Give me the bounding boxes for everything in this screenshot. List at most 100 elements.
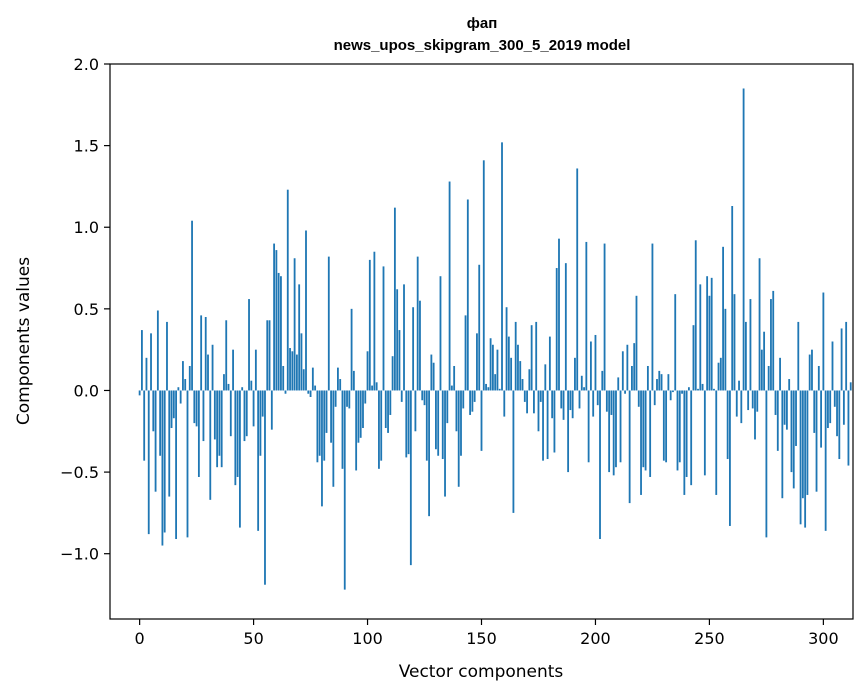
- bar-202: [599, 390, 601, 540]
- bar-17: [177, 387, 180, 391]
- bar-124: [421, 390, 424, 401]
- bar-53: [259, 390, 262, 456]
- bar-311: [847, 390, 850, 466]
- bar-179: [546, 390, 549, 460]
- bar-82: [325, 390, 328, 433]
- x-tick-label: 0: [135, 629, 145, 648]
- bar-203: [601, 370, 604, 391]
- bar-260: [731, 206, 734, 391]
- bar-171: [528, 369, 531, 391]
- bar-71: [300, 333, 303, 391]
- bar-261: [733, 294, 736, 391]
- bar-30: [207, 354, 209, 391]
- bar-214: [626, 344, 629, 391]
- bar-283: [783, 390, 786, 425]
- bar-259: [729, 390, 731, 526]
- bar-292: [804, 390, 807, 528]
- bar-97: [359, 390, 362, 438]
- bar-36: [220, 390, 223, 468]
- bar-24: [193, 390, 196, 424]
- bar-131: [437, 390, 440, 456]
- bar-306: [836, 390, 838, 437]
- bar-48: [248, 299, 250, 391]
- bar-312: [849, 382, 852, 391]
- bar-110: [389, 390, 392, 415]
- bar-268: [749, 299, 752, 391]
- bar-165: [514, 321, 517, 391]
- bar-182: [553, 390, 556, 453]
- bar-154: [489, 338, 492, 391]
- bar-13: [168, 390, 171, 497]
- bar-19: [182, 361, 184, 391]
- bar-223: [646, 365, 649, 391]
- bar-77: [314, 385, 317, 391]
- bar-95: [355, 390, 358, 471]
- bar-262: [735, 390, 738, 417]
- bar-221: [642, 390, 645, 468]
- bar-267: [747, 390, 750, 411]
- bar-200: [594, 334, 597, 391]
- bar-219: [637, 390, 640, 407]
- bar-35: [218, 390, 221, 456]
- bar-248: [703, 390, 706, 476]
- bar-282: [781, 390, 784, 499]
- bar-116: [403, 284, 405, 391]
- bar-112: [393, 207, 396, 391]
- bar-143: [464, 315, 467, 391]
- bar-209: [615, 390, 617, 468]
- bar-271: [756, 390, 759, 412]
- bar-136: [448, 181, 451, 391]
- bar-51: [254, 349, 257, 391]
- bar-94: [352, 370, 355, 391]
- bar-16: [175, 390, 177, 540]
- bar-87: [337, 367, 339, 391]
- bar-258: [726, 390, 729, 460]
- bar-225: [651, 243, 654, 391]
- bar-237: [678, 390, 681, 463]
- bar-86: [334, 390, 337, 407]
- bar-310: [845, 321, 848, 391]
- bar-42: [234, 390, 237, 486]
- bar-269: [751, 390, 754, 409]
- y-tick-label: 1.0: [74, 218, 99, 237]
- bar-185: [560, 390, 563, 409]
- bar-159: [501, 142, 503, 391]
- bar-61: [277, 272, 280, 391]
- bar-151: [482, 160, 485, 391]
- bar-189: [569, 390, 572, 411]
- bar-279: [774, 390, 777, 415]
- bar-103: [373, 251, 376, 391]
- bar-34: [216, 390, 219, 468]
- bar-45: [241, 387, 244, 391]
- bar-294: [808, 354, 811, 391]
- bar-158: [498, 388, 501, 391]
- bar-236: [676, 390, 679, 471]
- bar-80: [321, 390, 323, 507]
- bar-76: [311, 367, 314, 391]
- bar-285: [788, 379, 791, 391]
- bar-255: [719, 357, 722, 391]
- bar-58: [270, 390, 273, 430]
- bar-138: [453, 365, 456, 391]
- bar-91: [346, 390, 348, 407]
- bar-277: [770, 299, 772, 391]
- bar-180: [548, 336, 551, 391]
- x-tick-label: 150: [466, 629, 497, 648]
- bar-55: [264, 390, 266, 585]
- bar-300: [822, 292, 825, 391]
- bar-253: [715, 390, 718, 495]
- bar-164: [512, 390, 515, 513]
- bar-149: [478, 264, 481, 391]
- bar-135: [446, 390, 449, 424]
- bar-191: [574, 357, 576, 391]
- bar-7: [154, 390, 157, 492]
- bar-88: [339, 379, 342, 391]
- bar-18: [179, 390, 182, 404]
- bar-118: [407, 390, 410, 455]
- chart-title: фап: [467, 15, 498, 32]
- bar-23: [191, 220, 193, 391]
- bar-207: [610, 390, 613, 415]
- bar-193: [578, 390, 581, 409]
- bar-132: [439, 276, 442, 391]
- x-axis-ticks: 0 50 100 150 200 250 300: [135, 619, 839, 648]
